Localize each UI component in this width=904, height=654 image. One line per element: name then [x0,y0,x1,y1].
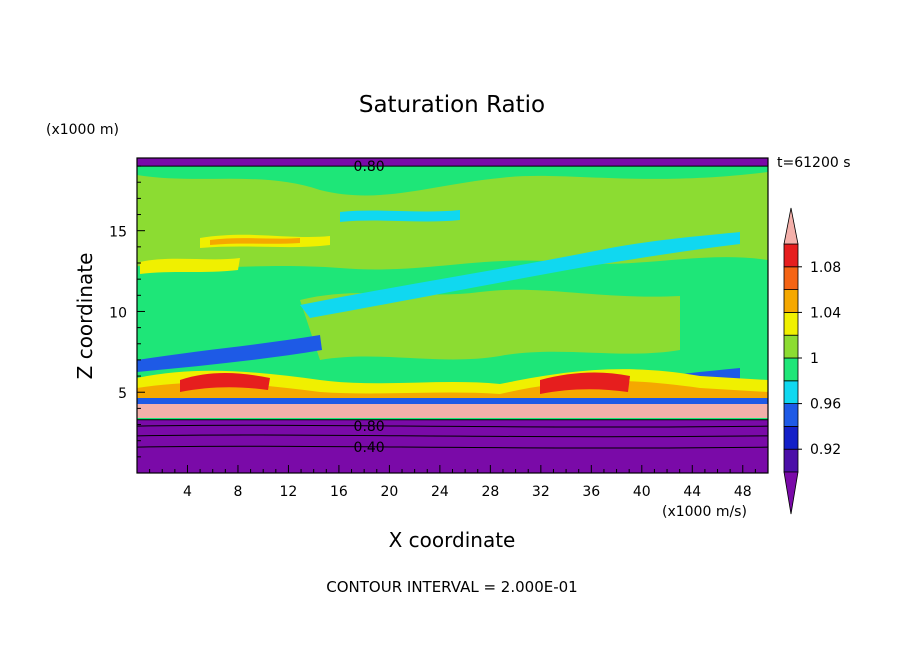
colorbar: 0.92 0.96 1 1.04 1.08 [783,207,841,515]
x-tick-label: 16 [330,484,348,500]
contour-line [137,445,768,449]
x-axis: 4 8 12 16 20 24 28 32 36 40 44 48 [149,465,756,500]
x-tick-label: 36 [582,484,600,500]
x-tick-label: 28 [481,484,499,500]
colorbar-label: 1.08 [810,260,841,276]
y-tick-label: 5 [118,386,127,402]
colorbar-swatch [783,289,799,313]
field-blue-thin [137,398,768,404]
field-upper-right-patch [560,182,700,233]
field-red-blob-1 [180,373,270,392]
y-unit-label: (x1000 m) [46,122,119,138]
colorbar-swatch [783,380,799,404]
colorbar-swatch [783,448,799,473]
field-blue-streak-left [137,335,322,372]
colorbar-label: 0.92 [810,442,841,458]
x-tick-label: 8 [233,484,242,500]
colorbar-swatch [783,403,799,427]
x-tick-label: 4 [183,484,192,500]
colorbar-swatch [783,266,799,290]
contour-interval-footer: CONTOUR INTERVAL = 2.000E-01 [326,578,577,596]
colorbar-swatch [783,357,799,382]
contour-label: 0.80 [354,159,385,175]
x-tick-label: 32 [532,484,550,500]
x-tick-label: 20 [380,484,398,500]
contour-label: 0.80 [354,419,385,435]
colorbar-label: 0.96 [810,397,841,413]
x-tick-label: 12 [280,484,298,500]
contour-label-group: 0.80 0.80 0.40 [354,159,385,456]
x-tick-label: 24 [431,484,449,500]
field-top-dry-layer [137,158,768,167]
field-streak-orange-1 [210,238,300,245]
x-axis-label: X coordinate [389,528,516,552]
colorbar-under-triangle [783,471,799,515]
field-red-blob-2 [540,372,630,394]
chart-title: Saturation Ratio [359,92,545,118]
y-axis: 5 10 15 [109,165,145,458]
time-label: t=61200 s [777,155,851,171]
field-streak-yellow-1 [140,258,240,274]
x-unit-label: (x1000 m/s) [662,504,747,520]
colorbar-swatch [783,311,799,336]
colorbar-swatch [783,334,799,359]
y-tick-label: 10 [109,305,127,321]
y-tick-label: 15 [109,225,127,241]
saturation-field [137,158,768,473]
contour-line [137,424,768,428]
x-tick-label: 48 [734,484,752,500]
colorbar-label: 1 [810,351,819,367]
contour-label: 0.40 [354,440,385,456]
field-supersaturated-layer [137,400,768,418]
field-cyan-diagonal [300,232,740,318]
y-axis-label: Z coordinate [73,253,97,380]
field-cyan-upper [340,210,460,222]
x-tick-label: 44 [683,484,701,500]
field-mid-patch [300,289,680,360]
colorbar-over-triangle [783,207,799,245]
colorbar-swatch [783,425,799,450]
contour-line [137,434,768,438]
colorbar-label: 1.04 [810,305,841,321]
x-tick-label: 40 [633,484,651,500]
colorbar-swatch [783,243,799,268]
